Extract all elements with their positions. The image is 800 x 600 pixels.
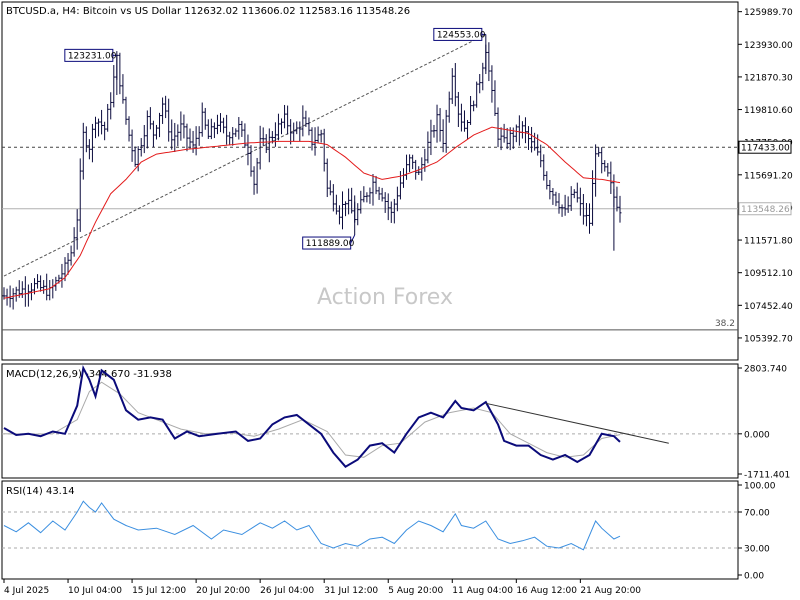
annotation-label: 123231.00 xyxy=(68,51,117,61)
time-tick-label: 20 Jul 20:00 xyxy=(196,586,250,596)
watermark: Action Forex xyxy=(317,285,453,310)
macd-lines xyxy=(3,364,669,468)
macd-main-line xyxy=(3,364,621,468)
rsi-pane-border xyxy=(1,480,739,580)
macd-tick-label: -1711.401 xyxy=(744,471,790,481)
moving-average-line xyxy=(3,126,621,299)
rsi-title: RSI(14) 43.14 xyxy=(6,486,75,497)
resistance-label-box xyxy=(738,140,792,154)
price-annotations: 123231.00 124553.00 111889.00 xyxy=(64,27,486,250)
time-axis: 4 Jul 2025 10 Jul 04:00 15 Jul 12:00 20 Jul… xyxy=(3,579,641,596)
price-pane: BTCUSD.a, H4: Bitcoin vs US Dollar 11263… xyxy=(1,1,793,361)
annotation-label: 124553.00 xyxy=(437,30,486,40)
time-tick-label: 16 Aug 12:00 xyxy=(516,586,577,596)
chart-header: BTCUSD.a, H4: Bitcoin vs US Dollar 11263… xyxy=(6,6,410,17)
fib-level-label: 38.2 xyxy=(715,319,735,329)
macd-title: MACD(12,26,9) -344.670 -31.938 xyxy=(6,369,172,380)
time-tick-label: 5 Aug 20:00 xyxy=(388,586,443,596)
rsi-line xyxy=(3,500,621,551)
moving-average xyxy=(3,126,621,299)
time-tick-label: 21 Aug 20:00 xyxy=(580,586,641,596)
annotation-leader xyxy=(350,234,356,244)
time-tick-label: 15 Jul 12:00 xyxy=(132,586,186,596)
price-axis: 125989.70123930.00121870.30119810.601177… xyxy=(738,8,793,344)
time-tick-label: 4 Jul 2025 xyxy=(4,586,49,596)
macd-pane-border xyxy=(1,363,739,479)
price-tick-label: 121870.30 xyxy=(744,73,793,83)
price-tick-label: 123930.00 xyxy=(744,41,793,51)
price-tick-label: 111571.80 xyxy=(744,237,793,247)
rsi-tick-label: 0.00 xyxy=(744,572,764,582)
price-tick-label: 109512.10 xyxy=(744,269,793,279)
rsi-tick-label: 70.00 xyxy=(744,509,770,519)
time-tick-label: 26 Jul 04:00 xyxy=(260,586,314,596)
annotation-box xyxy=(433,27,483,41)
price-tick-label: 105392.70 xyxy=(744,334,793,344)
price-bars xyxy=(2,34,622,310)
macd-trendline xyxy=(485,402,669,444)
time-tick-label: 31 Jul 12:00 xyxy=(324,586,378,596)
last-price-label-box xyxy=(738,202,792,216)
macd-tick-label: 2803.740 xyxy=(744,365,787,375)
last-price-label: 113548.26 xyxy=(741,205,790,215)
rsi-axis: 100.00 70.00 30.00 0.00 xyxy=(738,482,776,582)
price-pane-border xyxy=(1,1,739,361)
rsi-tick-label: 30.00 xyxy=(744,545,770,555)
rsi-pane: RSI(14) 43.14 100.00 70.00 30.00 0.00 xyxy=(1,480,776,582)
resistance-label: 117433.00 xyxy=(741,144,790,154)
time-tick-label: 11 Aug 04:00 xyxy=(452,586,513,596)
rsi-tick-label: 100.00 xyxy=(744,482,776,492)
time-tick-label: 10 Jul 04:00 xyxy=(68,586,122,596)
price-tick-label: 125989.70 xyxy=(744,8,793,18)
annotation-box xyxy=(64,48,114,62)
annotation-box xyxy=(302,236,352,250)
annotation-label: 111889.00 xyxy=(306,239,355,249)
rsi-series-line xyxy=(3,500,621,551)
macd-axis: 2803.740 0.000 -1711.401 xyxy=(738,365,790,481)
price-levels: 38.2 xyxy=(2,146,738,331)
macd-pane: MACD(12,26,9) -344.670 -31.938 2803.740 0… xyxy=(1,363,790,481)
rsi-levels xyxy=(2,511,738,549)
price-tick-label: 119810.60 xyxy=(744,106,793,116)
price-tick-label: 115691.20 xyxy=(744,171,793,181)
macd-tick-label: 0.000 xyxy=(744,430,770,440)
price-tick-label: 107452.40 xyxy=(744,302,793,312)
macd-signal-line xyxy=(3,381,621,458)
